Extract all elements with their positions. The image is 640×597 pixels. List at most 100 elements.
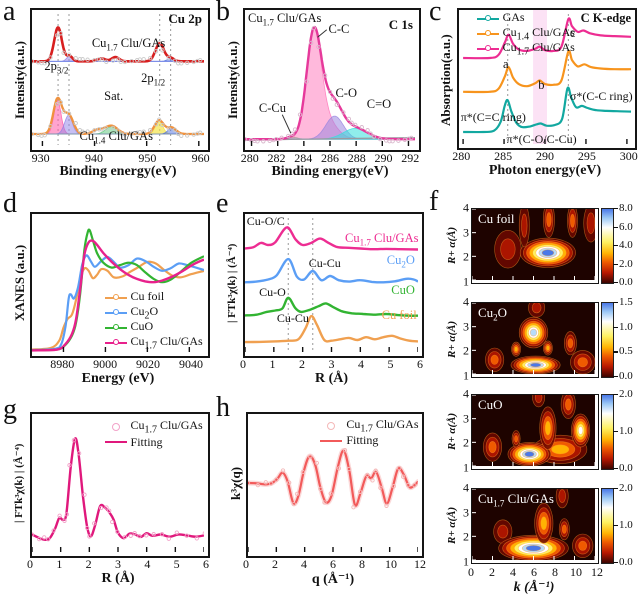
- y-tick-label: 3: [463, 225, 469, 240]
- x-tick-label: 4: [358, 357, 364, 371]
- x-tick-label: 6: [203, 557, 209, 571]
- y-tick-label: 4: [463, 200, 469, 215]
- legend-label: Fitting: [346, 433, 379, 448]
- x-tick-label: 960: [191, 151, 210, 165]
- y-tick-label: 1: [463, 460, 469, 475]
- legend-label: Cu1.7 Clu/GAs: [502, 40, 575, 58]
- panel-f1-title: Cu foil: [478, 211, 515, 226]
- panel-h-chart: [248, 448, 418, 552]
- series-label-cu14-gas: Cu1.4 Clu/GAs: [79, 129, 153, 146]
- panel-g-legend: Cu1.7 Clu/GAs Fitting: [104, 418, 203, 450]
- x-tick-label: 10: [570, 565, 582, 579]
- panel-h-legend: Cu1.7 Clu/GAs Fitting: [320, 417, 419, 448]
- label-2p12: 2p1/2: [141, 70, 166, 88]
- x-tick-label: 10: [385, 557, 397, 571]
- label-cc: C-C: [328, 21, 350, 36]
- panel-f4-chart: [472, 489, 595, 560]
- colorbar-tick-label: 2.0: [613, 388, 633, 400]
- legend-label: CuO: [130, 319, 154, 334]
- label-co: C-O: [335, 86, 357, 100]
- panel-a-title: Cu 2p: [168, 11, 202, 26]
- panel-c-title: C K-edge: [580, 11, 631, 25]
- panel-c-legend: GAs Cu1.4 Clu/GAs Cu1.7 Clu/GAs: [476, 10, 575, 58]
- colorbar-tick-label: 1.0: [613, 425, 633, 437]
- x-tick-label: 300: [619, 149, 638, 163]
- panel-letter-a: a: [3, 0, 16, 27]
- colorbar-tick-label: 4.0: [613, 239, 633, 251]
- legend-item-data: Cu1.7 Clu/GAs: [320, 417, 419, 434]
- y-tick-label: 4: [463, 480, 469, 495]
- x-tick-label: 2: [489, 565, 495, 579]
- panel-f2-colorbar: [601, 302, 614, 378]
- panel-letter-b: b: [216, 0, 230, 27]
- x-tick-label: 290: [374, 151, 393, 165]
- panel-a-ylabel: Intensity(a.u.): [12, 41, 27, 120]
- y-tick-label: 3: [463, 505, 469, 520]
- x-tick-label: 6: [417, 357, 423, 371]
- x-tick-label: 284: [294, 151, 313, 165]
- x-tick-label: 9000: [93, 357, 118, 371]
- x-tick-label: 950: [138, 151, 157, 165]
- panel-f3-colorbar-ticks: 2.0 1.0 0.0: [613, 388, 640, 474]
- label-sigma-cc-ring: σ*(C-C ring): [569, 89, 633, 104]
- panel-f3-yticks: 4 3 2 1: [454, 387, 470, 475]
- legend-label: Cu1.7 Clu/GAs: [130, 334, 203, 352]
- legend-marker: [476, 14, 499, 24]
- label-c-eq-o: C=O: [366, 97, 392, 112]
- panel-g-chart: [32, 437, 204, 552]
- panel-e-plot: Cu-O/C Cu1.7 Clu/GAs Cu-Cu Cu2O Cu-O CuO…: [243, 212, 424, 358]
- panel-letter-f: f: [429, 186, 439, 217]
- colorbar-tick-label: 1.5: [613, 296, 633, 308]
- panel-a-chart: [32, 14, 204, 146]
- legend-item-cu2o: Cu2O: [104, 304, 203, 322]
- panel-f3-chart: [472, 395, 595, 466]
- x-tick-label: 288: [347, 151, 366, 165]
- panel-b-title: C 1s: [388, 17, 413, 33]
- panel-h-xticks: 0 2 4 6 8 10 12: [243, 557, 426, 571]
- panel-h-ylabel: k³χ(q): [228, 466, 243, 500]
- panel-f3-title: CuO: [478, 397, 503, 412]
- legend-marker: [104, 293, 127, 303]
- legend-item-gas: GAs: [476, 10, 575, 26]
- panel-d-xticks: 8980 9000 9020 9040: [30, 357, 206, 371]
- legend-item-data: Cu1.7 Clu/GAs: [105, 418, 203, 436]
- x-tick-label: 9040: [178, 357, 203, 371]
- panel-c-plot: C K-edge GAs Cu1.4 Clu/GAs Cu1.7 Clu/GAs…: [457, 8, 637, 150]
- colorbar-tick-label: 1.0: [613, 519, 633, 531]
- colorbar-tick-label: 0.0: [613, 370, 633, 382]
- label-pi-cc-ring: π*(C=C ring): [460, 109, 526, 124]
- panel-c-xlabel: Photon energy(eV): [488, 163, 602, 178]
- legend-marker: [104, 323, 127, 333]
- label-cu-o: Cu-O: [259, 285, 286, 300]
- x-tick-label: 940: [85, 151, 103, 165]
- y-tick-label: 4: [463, 386, 469, 401]
- y-tick-label: 4: [463, 294, 469, 309]
- colorbar-tick-label: 0.0: [613, 556, 633, 568]
- x-tick-label: 0: [468, 565, 474, 579]
- colorbar-tick-label: 6.0: [613, 220, 633, 233]
- x-tick-label: 4: [510, 565, 516, 579]
- legend-marker: [104, 437, 127, 447]
- legend-item-fitting: Fitting: [320, 433, 418, 448]
- x-tick-label: 5: [387, 357, 394, 371]
- panel-f4-yticks: 4 3 2 1: [454, 481, 470, 569]
- legend-item-cu17: Cu1.7 Clu/GAs: [104, 334, 203, 352]
- x-tick-label: 280: [240, 151, 259, 165]
- x-tick-label: 4: [144, 557, 151, 571]
- panel-g-xticks: 0 1 2 3 4 5 6: [27, 557, 209, 571]
- panel-f1-plot: Cu foil: [471, 208, 599, 284]
- panel-d-xlabel: Energy (eV): [81, 371, 155, 386]
- panel-f4-plot: Cu1.7 Clu/GAs: [471, 488, 599, 564]
- y-tick-label: 1: [463, 274, 469, 289]
- legend-label: Cu1.7 Clu/GAs: [130, 418, 203, 436]
- legend-label: Cu foil: [130, 289, 165, 304]
- series-label-cu2o: Cu2O: [386, 252, 415, 270]
- panel-b-chart: [245, 25, 415, 146]
- colorbar-tick-label: 2.0: [613, 257, 633, 270]
- panel-a-plot: Cu 2p Cu1.7 Clu/GAs 2p3/2 2p1/2 Sat. Cu1…: [30, 8, 210, 152]
- panel-f1-colorbar-ticks: 8.0 6.0 4.0 2.0 0.0: [613, 202, 640, 288]
- x-tick-label: 2: [272, 557, 278, 571]
- x-tick-label: 930: [31, 151, 50, 165]
- x-tick-label: 0: [243, 557, 249, 571]
- x-tick-label: 0: [240, 357, 246, 371]
